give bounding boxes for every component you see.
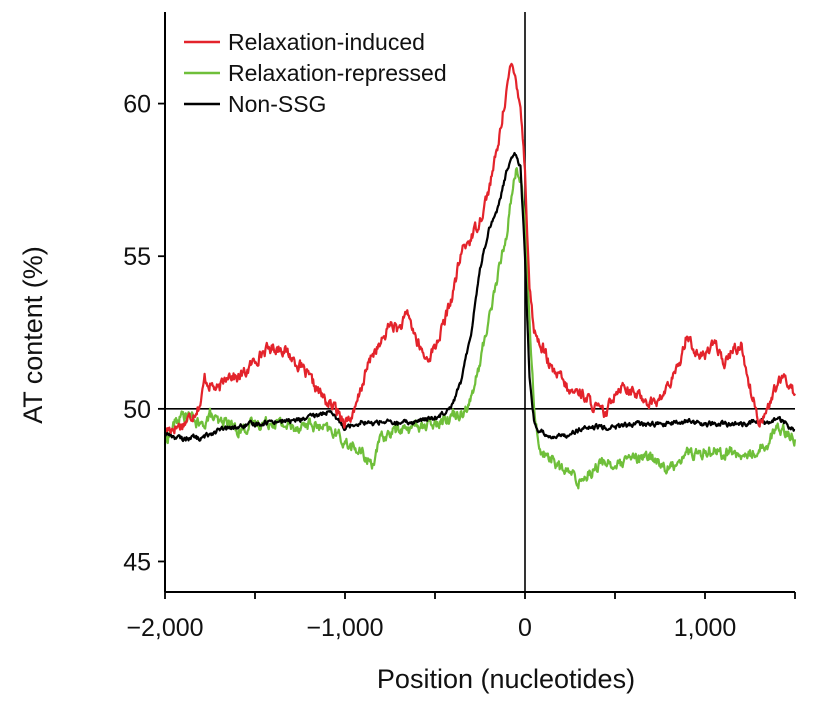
legend-label: Relaxation-repressed [228,60,447,86]
x-tick-label: 1,000 [674,614,737,642]
y-axis-title: AT content (%) [18,246,48,424]
series-line-relaxation-repressed [163,167,797,490]
x-tick-label: 0 [518,614,532,642]
y-axis-ticks: 45 50 55 60 [123,91,165,576]
series-line-non-ssg [164,151,796,443]
series-line-relaxation-induced [163,62,796,435]
legend: Relaxation-induced Relaxation-repressed No… [184,29,447,117]
series-layer [163,62,797,490]
y-tick-label: 50 [123,396,151,424]
y-tick-label: 60 [123,91,151,119]
legend-label: Relaxation-induced [228,29,425,55]
y-tick-label: 45 [123,548,151,576]
x-tick-label: −1,000 [306,614,383,642]
legend-label: Non-SSG [228,91,326,117]
y-tick-label: 55 [123,243,151,271]
x-axis-title: Position (nucleotides) [377,664,635,694]
reference-lines [165,12,795,592]
axes [164,12,795,593]
x-tick-label: −2,000 [126,614,203,642]
x-axis-ticks: −2,000 −1,000 0 1,000 [126,592,796,642]
